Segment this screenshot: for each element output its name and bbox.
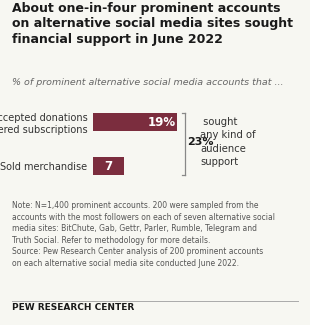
Text: About one-in-four prominent accounts
on alternative social media sites sought
fi: About one-in-four prominent accounts on … [12, 2, 293, 46]
Text: 23%: 23% [187, 137, 213, 147]
Text: PEW RESEARCH CENTER: PEW RESEARCH CENTER [12, 303, 135, 312]
Text: 7: 7 [104, 160, 113, 173]
Text: Note: N=1,400 prominent accounts. 200 were sampled from the
accounts with the mo: Note: N=1,400 prominent accounts. 200 we… [12, 202, 275, 268]
Text: 19%: 19% [147, 115, 175, 128]
Bar [93, 158, 124, 175]
Text: % of prominent alternative social media accounts that ...: % of prominent alternative social media … [12, 78, 284, 87]
Text: sought
any kind of
audience
support: sought any kind of audience support [200, 117, 256, 167]
Bar [93, 113, 177, 131]
